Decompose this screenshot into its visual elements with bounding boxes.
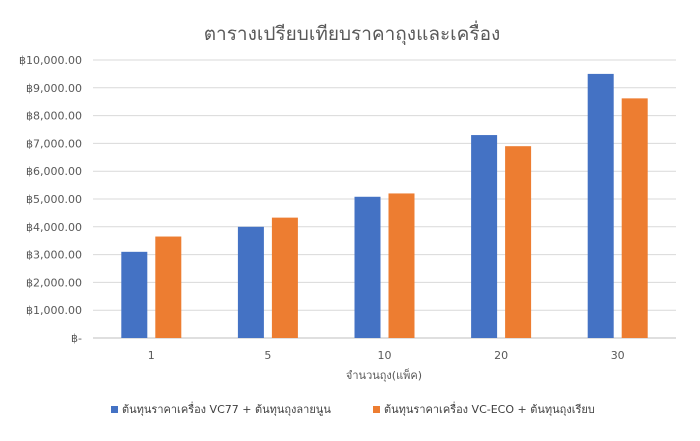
x-tick-label: 5 <box>264 349 271 362</box>
bar-series-1-5 <box>237 226 264 338</box>
legend: ต้นทุนราคาเครื่อง VC77 + ต้นทุนถุงลายนูน… <box>111 401 595 416</box>
y-tick-label: ฿6,000.00 <box>26 165 82 178</box>
legend-swatch-2 <box>373 406 380 413</box>
bars <box>121 73 648 339</box>
y-tick-label: ฿8,000.00 <box>26 110 82 123</box>
y-tick-label: ฿4,000.00 <box>26 221 82 234</box>
y-tick-label: ฿1,000.00 <box>26 304 82 317</box>
y-tick-label: ฿5,000.00 <box>26 193 82 206</box>
bar-series-2-5 <box>271 217 298 338</box>
y-tick-label: ฿7,000.00 <box>26 137 82 150</box>
bar-series-2-30 <box>621 98 648 338</box>
gridlines <box>93 59 676 339</box>
legend-swatch-1 <box>111 406 118 413</box>
bar-series-1-30 <box>587 73 614 339</box>
x-tick-label: 30 <box>611 349 625 362</box>
x-tick-label: 10 <box>378 349 392 362</box>
y-tick-label: ฿2,000.00 <box>26 276 82 289</box>
chart-title: ตารางเปรียบเทียบราคาถุงและเครื่อง <box>204 20 501 46</box>
y-axis-ticks: ฿- ฿1,000.00 ฿2,000.00 ฿3,000.00 ฿4,000.00 ฿5… <box>19 54 82 345</box>
bar-series-1-20 <box>471 135 498 338</box>
bar-series-1-1 <box>121 251 148 338</box>
bar-series-2-20 <box>505 146 532 338</box>
bar-series-2-10 <box>388 193 415 338</box>
y-tick-label: ฿- <box>71 332 82 345</box>
x-axis-ticks: 1 5 10 20 30 <box>148 349 625 362</box>
legend-label-2: ต้นทุนราคาเครื่อง VC-ECO + ต้นทุนถุงเรีย… <box>384 401 595 416</box>
bar-series-1-10 <box>354 196 381 338</box>
legend-label-1: ต้นทุนราคาเครื่อง VC77 + ต้นทุนถุงลายนูน <box>122 401 331 416</box>
x-tick-label: 1 <box>148 349 155 362</box>
bar-series-2-1 <box>155 236 182 338</box>
y-tick-label: ฿10,000.00 <box>19 54 82 67</box>
x-tick-label: 20 <box>494 349 508 362</box>
y-tick-label: ฿3,000.00 <box>26 249 82 262</box>
x-axis-label: จำนวนถุง(แพ็ค) <box>346 368 422 382</box>
y-tick-label: ฿9,000.00 <box>26 82 82 95</box>
